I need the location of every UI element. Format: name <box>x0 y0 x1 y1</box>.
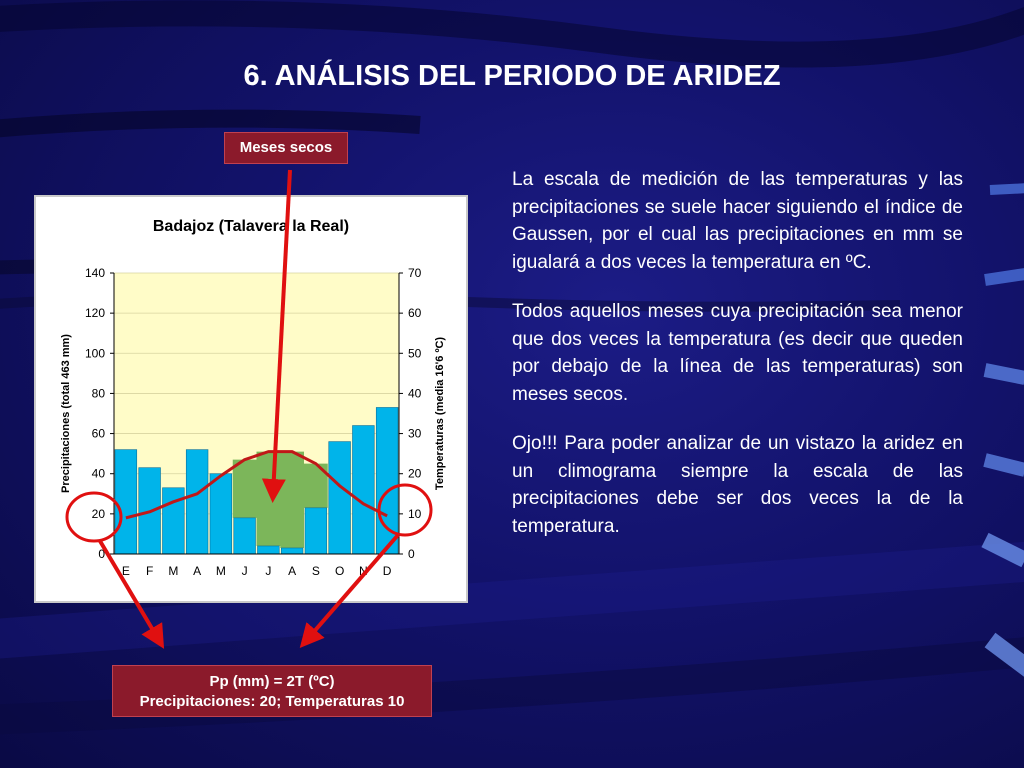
chart-title: Badajoz (Talavera la Real) <box>153 218 349 235</box>
left-tick-label: 60 <box>92 427 106 441</box>
month-label: S <box>312 564 320 578</box>
paragraph-scale-warning: Ojo!!! Para poder analizar de un vistazo… <box>512 433 963 537</box>
precipitation-bar <box>304 507 328 555</box>
left-tick-label: 20 <box>92 507 106 521</box>
right-tick-label: 30 <box>408 427 422 441</box>
formula-line-2: Precipitaciones: 20; Temperaturas 10 <box>139 693 405 710</box>
slide-title: 6. ANÁLISIS DEL PERIODO DE ARIDEZ <box>243 60 781 92</box>
formula-line-1: Pp (mm) = 2T (ºC) <box>209 673 335 690</box>
month-label: E <box>122 564 130 578</box>
precipitation-bar <box>328 441 351 555</box>
temperature-line <box>125 450 388 520</box>
month-label: F <box>146 564 153 578</box>
right-tick-label: 40 <box>408 386 422 400</box>
paragraph-gaussen: La escala de medición de las temperatura… <box>512 169 963 273</box>
month-label: N <box>359 564 368 578</box>
month-label: M <box>216 564 226 578</box>
right-tick-label: 20 <box>408 467 422 481</box>
month-label: M <box>168 564 178 578</box>
y2-axis-title: Temperaturas (media 16'6 ºC) <box>434 337 446 490</box>
precipitation-bar <box>185 449 209 555</box>
left-tick-label: 80 <box>92 386 106 400</box>
right-tick-label: 10 <box>408 507 422 521</box>
y-axis-title: Precipitaciones (total 463 mm) <box>60 334 72 493</box>
left-tick-label: 120 <box>85 306 105 320</box>
month-label: O <box>335 564 344 578</box>
month-label: A <box>288 564 296 578</box>
month-label: J <box>265 564 271 578</box>
right-tick-label: 70 <box>408 266 422 280</box>
month-label: J <box>242 564 248 578</box>
left-tick-label: 0 <box>98 547 105 561</box>
climogram-panel: Badajoz (Talavera la Real) 0 20 40 60 80 100 12… <box>34 195 468 603</box>
precipitation-bar <box>114 449 138 555</box>
paragraph-dry-months: Todos aquellos meses cuya precipitación … <box>512 301 963 405</box>
formula-label: Pp (mm) = 2T (ºC) Precipitaciones: 20; T… <box>112 665 432 717</box>
precipitation-bar <box>352 425 375 555</box>
precipitation-bar <box>209 473 233 555</box>
precipitation-bar <box>257 545 280 555</box>
right-tick-label: 0 <box>408 547 415 561</box>
climogram-chart: Badajoz (Talavera la Real)02040608010012… <box>60 218 446 578</box>
explanation-text: La escala de medición de las temperatura… <box>512 166 963 562</box>
right-tick-label: 60 <box>408 306 422 320</box>
precipitation-bar <box>280 547 304 555</box>
precipitation-bar <box>375 407 399 555</box>
right-tick-label: 50 <box>408 346 422 360</box>
precipitation-bar <box>233 517 256 555</box>
month-label: A <box>193 564 201 578</box>
month-label: D <box>383 564 392 578</box>
left-tick-label: 40 <box>92 467 106 481</box>
dry-months-label: Meses secos <box>224 132 348 164</box>
left-tick-label: 100 <box>85 346 105 360</box>
left-tick-label: 140 <box>85 266 105 280</box>
